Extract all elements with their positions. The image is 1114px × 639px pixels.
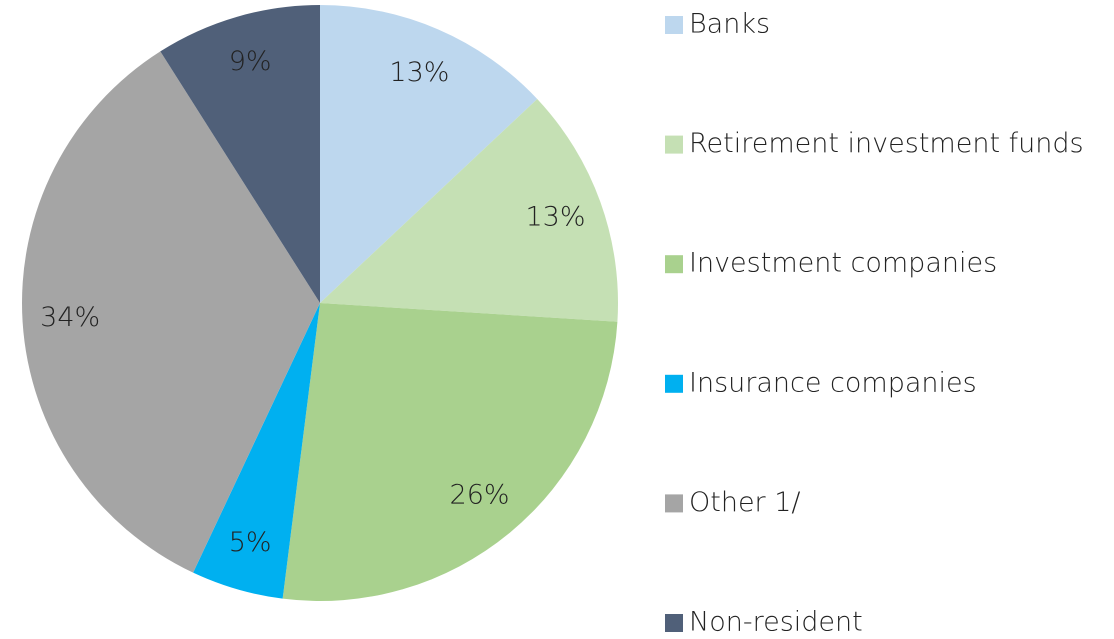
- data-label: 9%: [229, 46, 272, 77]
- data-label: 34%: [40, 302, 100, 333]
- legend-swatch: [665, 494, 683, 513]
- pie-slice: [320, 5, 538, 303]
- legend-swatch: [665, 374, 683, 393]
- legend-swatch: [665, 255, 683, 274]
- data-label: 13%: [526, 202, 586, 233]
- legend-label: Investment companies: [689, 248, 997, 279]
- legend-swatch: [665, 135, 683, 154]
- data-label: 5%: [229, 527, 272, 558]
- data-label: 13%: [389, 57, 449, 88]
- pie-slice: [282, 303, 618, 602]
- legend-swatch: [665, 614, 683, 632]
- legend-label: Retirement investment funds: [689, 128, 1084, 159]
- data-label: 26%: [450, 479, 510, 510]
- legend-swatch: [665, 16, 683, 34]
- pie-slice: [160, 5, 320, 303]
- legend-label: Banks: [689, 9, 770, 40]
- pie-slice: [21, 51, 320, 573]
- legend-label: Non-resident: [689, 607, 863, 638]
- pie-slice: [193, 303, 320, 599]
- legend-label: Other 1/: [689, 487, 801, 518]
- pie-slice: [320, 99, 618, 322]
- legend-label: Insurance companies: [689, 367, 977, 398]
